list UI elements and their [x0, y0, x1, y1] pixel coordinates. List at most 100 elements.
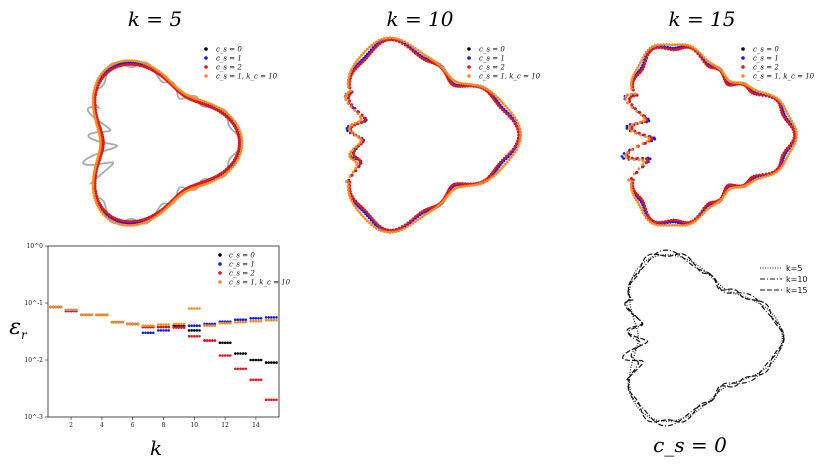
- shape-point: [652, 136, 656, 140]
- shape-point: [488, 89, 491, 93]
- error-legend-label: c_s = 1, k_c = 10: [229, 279, 291, 287]
- shape-point: [509, 155, 513, 159]
- shape-point: [641, 163, 644, 167]
- error-point: [254, 317, 258, 320]
- shape-point: [646, 48, 650, 52]
- shape-point: [706, 207, 710, 211]
- shape-point: [651, 45, 654, 48]
- error-point: [218, 341, 222, 345]
- shape-point: [478, 182, 482, 186]
- shape-point: [734, 81, 738, 84]
- shape-point: [489, 173, 493, 176]
- y-tick-label: 10^-3: [24, 414, 43, 421]
- shape-point: [100, 206, 104, 209]
- shape-point: [646, 213, 650, 217]
- shape-point: [461, 82, 464, 85]
- shape-point: [347, 188, 350, 192]
- error-point: [177, 326, 181, 329]
- shape-point: [644, 207, 648, 211]
- shape-point: [115, 217, 119, 221]
- shape-point: [620, 155, 624, 158]
- legend-label: c_s = 1: [216, 55, 242, 63]
- shape-point: [756, 89, 759, 93]
- shape-point: [465, 184, 469, 188]
- shape-point: [723, 187, 727, 191]
- shape-point: [212, 176, 216, 180]
- legend-marker: [741, 47, 745, 51]
- error-point: [254, 319, 258, 323]
- shape-point: [103, 214, 107, 218]
- shape-point: [778, 103, 782, 107]
- shape-point: [784, 149, 787, 152]
- shape-point: [793, 133, 796, 137]
- shape-point: [780, 111, 784, 114]
- shape-point: [349, 105, 353, 109]
- shape-point: [468, 184, 472, 188]
- shape-point: [351, 202, 355, 205]
- error-point: [198, 329, 201, 332]
- shape-point: [228, 118, 232, 122]
- error-point: [229, 322, 232, 325]
- error-point: [87, 313, 91, 317]
- shape-point: [349, 89, 352, 93]
- error-point: [190, 307, 193, 310]
- shape-panel-k10: [343, 36, 523, 234]
- shape-point: [648, 220, 652, 224]
- shape-point: [370, 217, 374, 220]
- shape-point: [513, 150, 517, 154]
- error-point: [193, 324, 196, 328]
- x-tick-label: 2: [69, 422, 73, 429]
- shape-point: [94, 199, 97, 202]
- error-point: [172, 322, 175, 326]
- shape-point: [101, 75, 105, 79]
- shape-point: [400, 41, 404, 45]
- shape-point: [120, 59, 124, 63]
- shape-point: [408, 223, 412, 227]
- shape-point: [764, 94, 768, 98]
- shape-point: [686, 43, 690, 47]
- shape-point: [406, 45, 410, 49]
- error-point: [270, 318, 273, 322]
- shape-point: [761, 93, 765, 97]
- shape-point: [629, 95, 633, 99]
- shape-point: [374, 45, 378, 49]
- error-chart-legend: c_s = 0c_s = 1c_s = 2c_s = 1, k_c = 10: [218, 252, 291, 287]
- shape-point: [683, 223, 687, 227]
- shape-point: [427, 211, 430, 215]
- shape-point: [105, 215, 108, 219]
- shape-point: [641, 56, 645, 59]
- shape-point: [355, 201, 359, 205]
- shape-point: [641, 142, 645, 146]
- shape-point: [366, 47, 369, 51]
- shape-point: [382, 230, 386, 233]
- shape-point: [492, 169, 496, 172]
- shape-point: [358, 115, 362, 118]
- shape-point: [348, 155, 352, 159]
- legend-label: c_s = 1, k_c = 10: [753, 73, 815, 81]
- shape-point: [354, 145, 358, 149]
- shape-point: [491, 96, 494, 99]
- shape-point: [151, 66, 155, 69]
- shape-point: [145, 62, 148, 66]
- shape-point: [354, 169, 358, 173]
- panel-k5-series-1: [92, 61, 243, 225]
- error-point: [229, 341, 232, 345]
- shape-point: [349, 150, 353, 154]
- shape-point: [365, 210, 368, 214]
- shape-point: [499, 161, 502, 164]
- shape-point: [400, 228, 404, 232]
- error-point: [223, 341, 227, 345]
- error-point: [131, 322, 134, 326]
- shape-point: [517, 133, 521, 137]
- shape-point: [516, 139, 520, 143]
- error-point: [239, 320, 242, 324]
- shape-point: [634, 198, 638, 202]
- error-point: [51, 305, 55, 309]
- error-point: [252, 358, 255, 362]
- shape-point: [696, 217, 700, 221]
- shape-point: [99, 79, 102, 83]
- shape-point: [641, 159, 644, 162]
- shape-point: [96, 125, 99, 129]
- shape-point: [220, 111, 224, 115]
